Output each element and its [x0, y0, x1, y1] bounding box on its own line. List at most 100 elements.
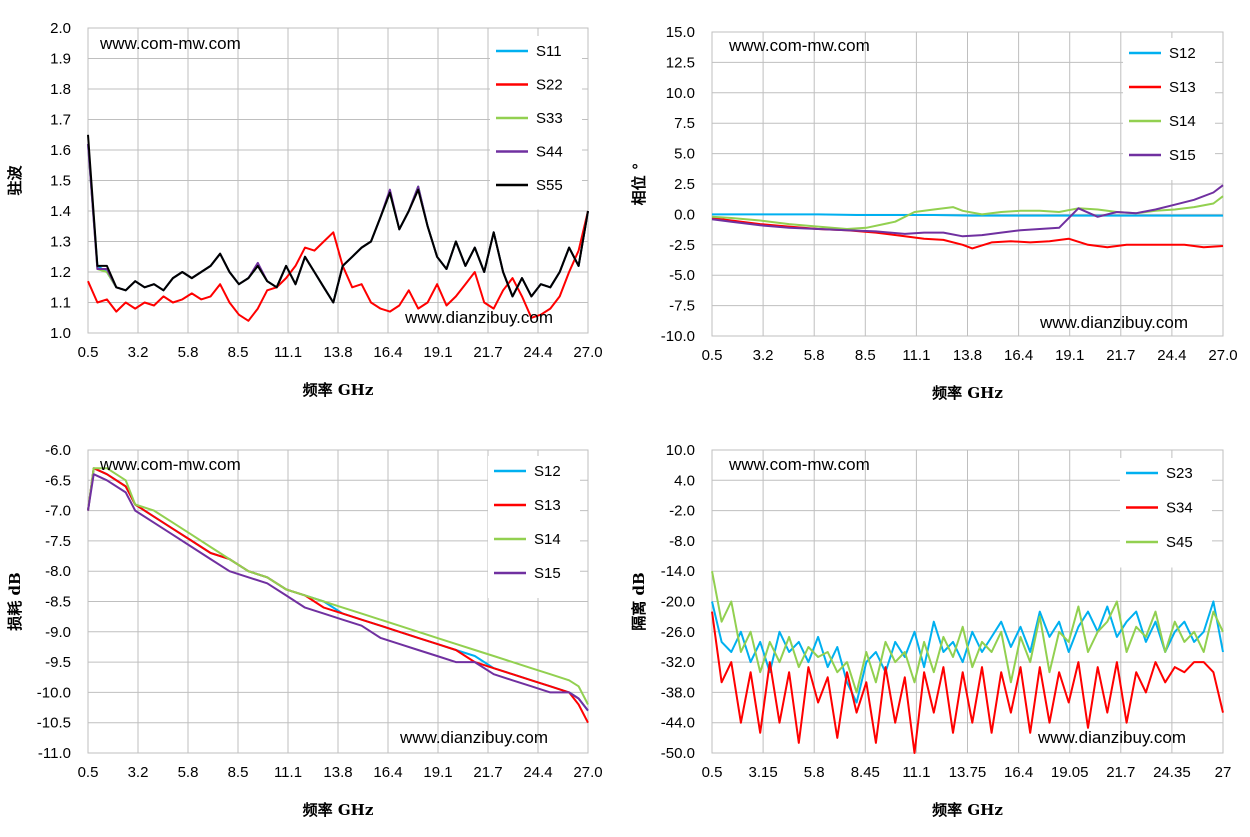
y-axis-title: 隔离 dB	[630, 572, 648, 630]
legend-label: S12	[1169, 45, 1196, 62]
legend-label: S55	[536, 177, 563, 194]
y-tick-label: -8.0	[45, 563, 71, 580]
x-tick-label: 8.5	[855, 347, 876, 364]
y-tick-label: 1.3	[50, 234, 71, 251]
legend-label: S13	[534, 497, 561, 514]
legend: S12 S13 S14 S15	[1123, 38, 1215, 180]
y-tick-label: -9.0	[45, 624, 71, 641]
chart-panel-1: 0.5 3.2 5.8 8.5 11.1 13.8 16.4 19.1 21.7 24.4 27.0…	[6, 20, 603, 399]
y-tick-label: 1.1	[50, 295, 71, 312]
x-tick-label: 19.05	[1051, 764, 1089, 781]
y-tick-label: -7.5	[669, 298, 695, 315]
legend: S11 S22 S33 S44 S55	[490, 36, 582, 210]
legend-label: S14	[534, 531, 561, 548]
series-line-s55	[87, 134, 589, 304]
y-tick-label: -9.5	[45, 654, 71, 671]
watermark-dianzibuy: www.dianzibuy.com	[1037, 728, 1186, 747]
y-tick-label: 4.0	[674, 472, 695, 489]
y-tick-label: 2.5	[674, 176, 695, 193]
chart-panel-2: 0.5 3.2 5.8 8.5 11.1 13.8 16.4 19.1 21.7 24.4 27.0…	[630, 24, 1238, 402]
series-line-s15	[711, 184, 1224, 238]
x-tick-label: 24.4	[1157, 347, 1186, 364]
y-tick-label: 1.6	[50, 142, 71, 159]
chart-panel-3: 0.5 3.2 5.8 8.5 11.1 13.8 16.4 19.1 21.7 24.4 27.0…	[6, 442, 603, 819]
y-tick-label: 2.0	[50, 20, 71, 37]
y-tick-label: -7.5	[45, 533, 71, 550]
x-tick-label: 16.4	[373, 764, 402, 781]
legend-box	[490, 36, 582, 210]
x-axis-title: 频率 GHz	[932, 801, 1003, 819]
series-line-s45	[711, 571, 1224, 694]
y-tick-label: 1.5	[50, 173, 71, 190]
y-tick-label: 15.0	[666, 24, 695, 41]
x-tick-label: 16.4	[373, 344, 402, 361]
x-tick-label: 21.7	[1106, 764, 1135, 781]
x-tick-label: 19.1	[423, 764, 452, 781]
legend-label: S34	[1166, 500, 1193, 517]
chart-panel-4: 0.5 3.15 5.8 8.45 11.1 13.75 16.4 19.05 21.7 24.3…	[630, 442, 1231, 819]
x-tick-label: 3.15	[748, 764, 777, 781]
x-tick-label: 16.4	[1004, 764, 1033, 781]
x-tick-label: 24.35	[1153, 764, 1191, 781]
y-tick-label: 5.0	[674, 146, 695, 163]
x-tick-label: 0.5	[702, 764, 723, 781]
y-tick-label: 1.2	[50, 264, 71, 281]
x-tick-label: 13.8	[953, 347, 982, 364]
legend: S23 S34 S45	[1120, 458, 1212, 568]
y-tick-label: -8.5	[45, 594, 71, 611]
x-tick-label: 0.5	[78, 764, 99, 781]
legend-label: S44	[536, 144, 563, 161]
x-tick-label: 21.7	[473, 764, 502, 781]
x-tick-label: 21.7	[473, 344, 502, 361]
legend: S12 S13 S14 S15	[488, 456, 580, 598]
x-tick-label: 11.1	[902, 347, 930, 364]
y-tick-label: -26.0	[661, 624, 695, 641]
x-tick-label: 13.8	[323, 344, 352, 361]
series-line-s13	[87, 467, 589, 724]
x-tick-label: 8.5	[228, 344, 249, 361]
x-tick-label: 13.75	[949, 764, 987, 781]
watermark-dianzibuy: www.dianzibuy.com	[404, 308, 553, 327]
series-line-s14	[711, 195, 1224, 230]
series-line-s15	[87, 473, 589, 712]
x-tick-label: 0.5	[702, 347, 723, 364]
series-line-s12	[712, 213, 1223, 217]
y-tick-label: -44.0	[661, 715, 695, 732]
legend-label: S11	[536, 43, 562, 60]
series-line-s14	[87, 467, 589, 705]
watermark-dianzibuy: www.dianzibuy.com	[1039, 313, 1188, 332]
x-axis-title: 频率 GHz	[932, 384, 1003, 402]
y-axis-title: 驻波	[6, 165, 24, 196]
y-tick-label: -6.5	[45, 472, 71, 489]
y-tick-label: 1.9	[50, 51, 71, 68]
x-tick-label: 8.5	[228, 764, 249, 781]
x-tick-label: 11.1	[274, 764, 302, 781]
legend-label: S15	[534, 565, 561, 582]
y-tick-label: -10.0	[37, 684, 71, 701]
y-tick-label: -8.0	[669, 533, 695, 550]
series-line-s34	[711, 611, 1224, 754]
y-tick-label: -2.5	[669, 237, 695, 254]
y-axis-title: 损耗 dB	[6, 572, 24, 630]
x-tick-label: 5.8	[804, 764, 825, 781]
legend-label: S22	[536, 77, 563, 94]
y-tick-label: -7.0	[45, 503, 71, 520]
legend-label: S14	[1169, 113, 1196, 130]
y-tick-label: 10.0	[666, 85, 695, 102]
series-line-s22	[87, 210, 589, 322]
y-tick-label: -38.0	[661, 684, 695, 701]
y-tick-label: 1.4	[50, 203, 71, 220]
y-tick-label: -5.0	[669, 267, 695, 284]
x-tick-label: 3.2	[128, 344, 149, 361]
y-tick-label: 7.5	[674, 115, 695, 132]
legend-label: S12	[534, 463, 561, 480]
watermark-com-mw: www.com-mw.com	[99, 34, 241, 53]
x-tick-label: 16.4	[1004, 347, 1033, 364]
x-tick-label: 11.1	[902, 764, 930, 781]
legend-label: S13	[1169, 79, 1196, 96]
x-tick-label: 24.4	[523, 764, 552, 781]
x-tick-label: 19.1	[423, 344, 452, 361]
y-tick-label: -20.0	[661, 594, 695, 611]
